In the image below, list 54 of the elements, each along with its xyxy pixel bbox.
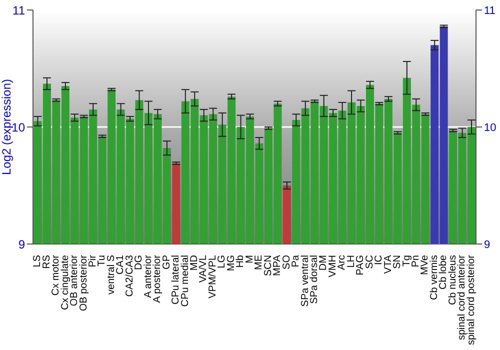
x-tick-label: ME (254, 254, 265, 270)
x-tick-label: LG (216, 254, 228, 268)
x-tick-label: SN (392, 255, 404, 269)
x-tick-label: CA2/CA3 (124, 254, 136, 297)
x-tick-label: VMH (327, 255, 338, 278)
x-tick-label: GP (161, 254, 172, 270)
x-tick-label: LS (32, 254, 44, 268)
x-tick-label: VA/VL (198, 254, 210, 283)
y2-tick-label: 10 (484, 122, 496, 134)
y2-tick-label: 9 (484, 238, 490, 251)
x-tick-label: CPu medial (180, 255, 191, 307)
y-tick-label: 9 (18, 237, 26, 252)
x-tick-label: M (244, 255, 256, 264)
x-tick-label: VPM/VPL (207, 254, 218, 298)
y-axis-title: Log2 (expression) (0, 78, 14, 176)
x-tick-label: SCN (262, 255, 274, 276)
x-tick-label: Pa (290, 254, 302, 268)
x-tick-label: SC (364, 255, 376, 269)
x-tick-label: MG (226, 254, 237, 272)
x-tick-label: SPa ventral (300, 255, 311, 307)
x-tick-label: IC (374, 255, 385, 265)
x-tick-label: A anterior (142, 254, 154, 298)
x-tick-label: MPA (272, 254, 284, 276)
x-tick-label: CA1 (115, 254, 126, 274)
y-tick-label: 10 (12, 120, 26, 134)
x-tick-label: Cb nucleus (447, 255, 458, 306)
x-tick-label: Pir (87, 254, 98, 268)
x-tick-label: spinal cord posterior (466, 254, 477, 346)
x-tick-label: Cb vermis (428, 255, 440, 300)
x-tick-label: Tu (96, 255, 108, 266)
x-tick-label: spinal cord anterior (456, 254, 468, 340)
x-tick-label: Cb lobe (438, 254, 450, 290)
x-tick-label: DG (134, 254, 145, 270)
x-tick-label: VTA (382, 254, 394, 274)
y2-tick-label: 11 (484, 4, 496, 17)
x-tick-label: Hb (235, 254, 246, 268)
x-tick-label: OB anterior (69, 254, 80, 306)
x-tick-label: Pn (410, 255, 422, 268)
x-tick-label: SPa dorsal (308, 255, 320, 304)
x-tick-label: CPu lateral (170, 255, 182, 304)
x-tick-label: Cx cingulate (60, 254, 71, 310)
x-tick-label: RS (41, 254, 52, 269)
x-tick-label: ventral S (106, 254, 117, 294)
x-tick-label: MVe (420, 254, 431, 276)
x-tick-label: LH (346, 255, 357, 268)
y-tick-label: 11 (12, 3, 26, 18)
x-tick-label: DM (318, 255, 330, 271)
x-tick-label: Arc (336, 255, 348, 270)
x-tick-label: Tg (401, 255, 412, 267)
x-tick-label: A posterior (152, 254, 164, 303)
x-tick-label: Cx motor (50, 254, 62, 296)
x-tick-label: PAG (355, 254, 366, 276)
x-tick-label: SO (281, 254, 292, 270)
x-tick-label: OB posterior (78, 254, 90, 312)
